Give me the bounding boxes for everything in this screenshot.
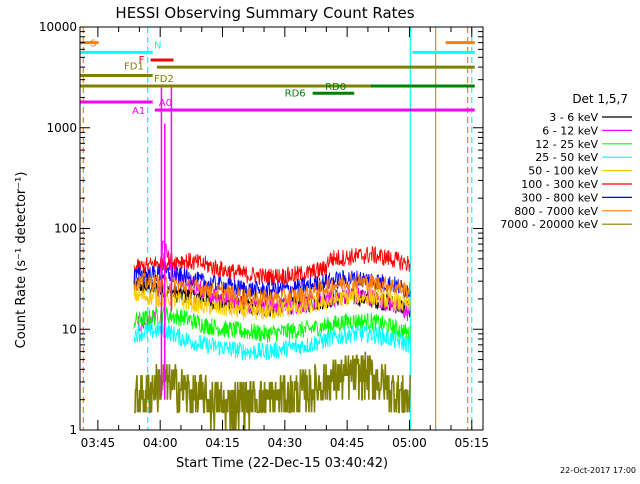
legend-label: 3 - 6 keV (549, 111, 598, 124)
flag-label: A0 (159, 98, 172, 109)
x-tick-label: 04:30 (268, 436, 303, 450)
y-tick-label: 1000 (46, 121, 77, 135)
y-tick-label: 10000 (39, 20, 77, 34)
x-tick-label: 05:00 (392, 436, 427, 450)
legend-label: 50 - 100 keV (528, 165, 598, 178)
series-line (133, 306, 411, 343)
legend-label: 6 - 12 keV (542, 124, 598, 137)
x-tick-label: 05:15 (454, 436, 489, 450)
flag-label: F (139, 55, 145, 66)
x-axis-label: Start Time (22-Dec-15 03:40:42) (176, 456, 388, 471)
x-tick-label: 03:45 (81, 436, 116, 450)
flag-label: FD2 (154, 74, 174, 85)
legend-label: 800 - 7000 keV (514, 205, 598, 218)
series-line (133, 272, 411, 308)
x-tick-label: 04:45 (330, 436, 365, 450)
series-line (134, 351, 411, 431)
flag-label: RD0 (325, 82, 346, 93)
flag-label: RD6 (285, 88, 306, 99)
plot-frame (79, 26, 484, 431)
axis-layer: 1 10 100 1000 10000 03:45 04:00 04:15 04:30 04:45… (39, 20, 489, 450)
flag-label: S (90, 39, 96, 50)
y-tick-label: 10 (62, 322, 77, 336)
legend-label: 100 - 300 keV (521, 178, 598, 191)
legend-label: 7000 - 20000 keV (500, 218, 598, 231)
legend-label: 300 - 800 keV (521, 191, 598, 204)
flag-label: N (154, 40, 161, 51)
series-line (133, 264, 411, 299)
legend-label: 25 - 50 keV (535, 151, 598, 164)
x-tick-label: 04:15 (205, 436, 240, 450)
legend-title: Det 1,5,7 (572, 92, 628, 106)
footer-date: 22-Oct-2017 17:00 (560, 466, 636, 475)
x-tick-label: 04:00 (143, 436, 178, 450)
series-line (133, 321, 411, 361)
chart-title: HESSI Observing Summary Count Rates (115, 4, 414, 22)
y-axis-label: Count Rate (s⁻¹ detector⁻¹) (14, 172, 29, 349)
y-tick-label: 100 (54, 222, 77, 236)
series-line (133, 245, 411, 286)
legend-label: 12 - 25 keV (535, 138, 598, 151)
flag-label: FD1 (124, 62, 144, 73)
flag-label: A1 (132, 106, 145, 117)
y-tick-label: 1 (69, 423, 77, 437)
data-layer (82, 27, 473, 431)
